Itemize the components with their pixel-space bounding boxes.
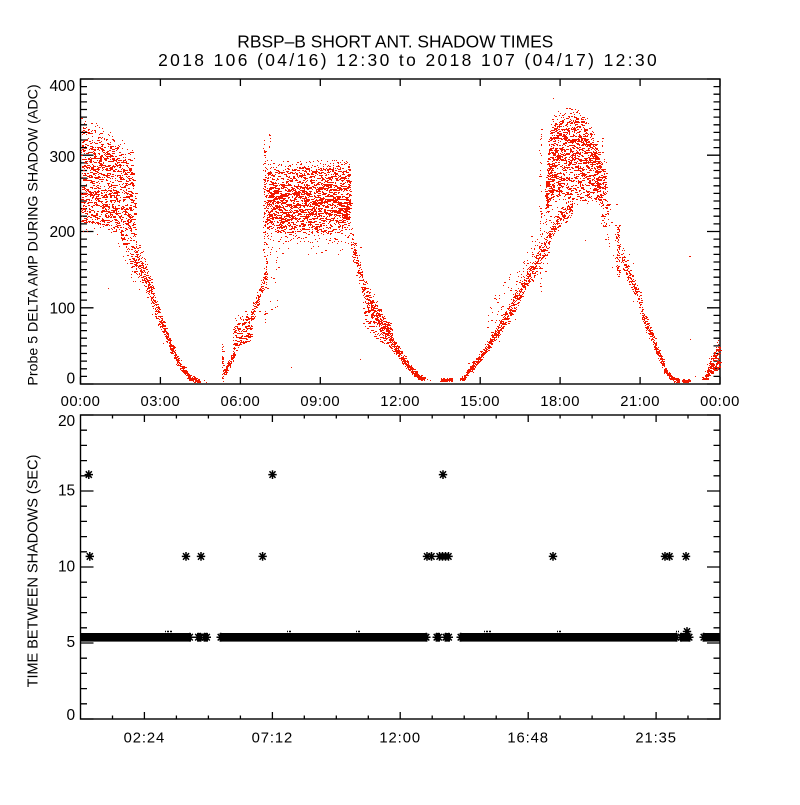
svg-text:02:24: 02:24 — [124, 731, 166, 747]
svg-text:00:00: 00:00 — [61, 394, 101, 410]
svg-text:200: 200 — [49, 224, 75, 241]
svg-text:12:00: 12:00 — [379, 731, 421, 747]
svg-text:21:00: 21:00 — [620, 394, 660, 410]
svg-text:Probe 5 DELTA AMP DURING SHADO: Probe 5 DELTA AMP DURING SHADOW (ADC) — [26, 84, 42, 385]
svg-text:09:00: 09:00 — [300, 394, 340, 410]
svg-text:03:00: 03:00 — [141, 394, 181, 410]
svg-text:00:00: 00:00 — [700, 394, 740, 410]
svg-text:RBSP–B SHORT ANT. SHADOW TIMES: RBSP–B SHORT ANT. SHADOW TIMES — [237, 32, 553, 52]
svg-text:10: 10 — [58, 558, 76, 575]
svg-text:12:00: 12:00 — [380, 394, 420, 410]
svg-text:16:48: 16:48 — [507, 731, 549, 747]
svg-text:18:00: 18:00 — [540, 394, 580, 410]
svg-text:07:12: 07:12 — [252, 731, 294, 747]
svg-text:0: 0 — [66, 707, 75, 724]
svg-text:06:00: 06:00 — [221, 394, 261, 410]
svg-text:2018 106 (04/16) 12:30 to 2018: 2018 106 (04/16) 12:30 to 2018 107 (04/1… — [158, 50, 659, 70]
svg-text:21:35: 21:35 — [635, 731, 677, 747]
svg-text:TIME BETWEEN SHADOWS (SEC): TIME BETWEEN SHADOWS (SEC) — [26, 455, 42, 688]
svg-text:300: 300 — [49, 149, 75, 166]
svg-text:100: 100 — [49, 300, 75, 317]
svg-text:15: 15 — [58, 483, 75, 500]
svg-text:15:00: 15:00 — [460, 394, 500, 410]
svg-text:0: 0 — [66, 371, 75, 388]
svg-text:20: 20 — [58, 413, 76, 430]
svg-text:400: 400 — [49, 78, 75, 95]
svg-text:5: 5 — [66, 634, 75, 651]
